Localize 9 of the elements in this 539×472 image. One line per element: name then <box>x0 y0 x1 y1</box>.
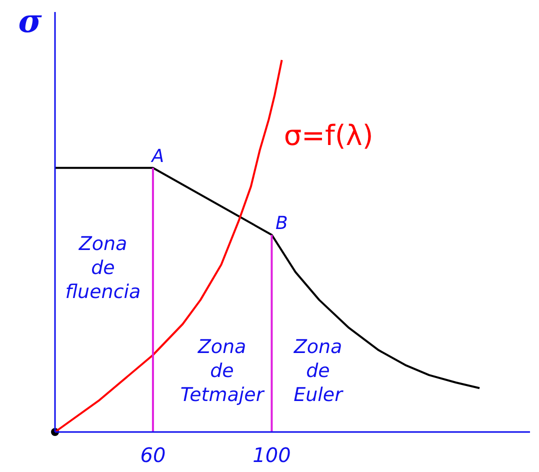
x-tick-label: 60 <box>140 443 166 467</box>
series-label: σ=f(λ) <box>284 119 374 152</box>
annotation: Zona de fluencia <box>65 233 141 303</box>
annotation: B <box>276 212 288 234</box>
annotation: A <box>150 146 164 167</box>
annotation: Zona de Euler <box>292 336 344 406</box>
x-tick-label: 100 <box>252 443 291 467</box>
annotation: Zona de Tetmajer <box>180 336 265 406</box>
y-axis-title: σ <box>18 2 42 40</box>
